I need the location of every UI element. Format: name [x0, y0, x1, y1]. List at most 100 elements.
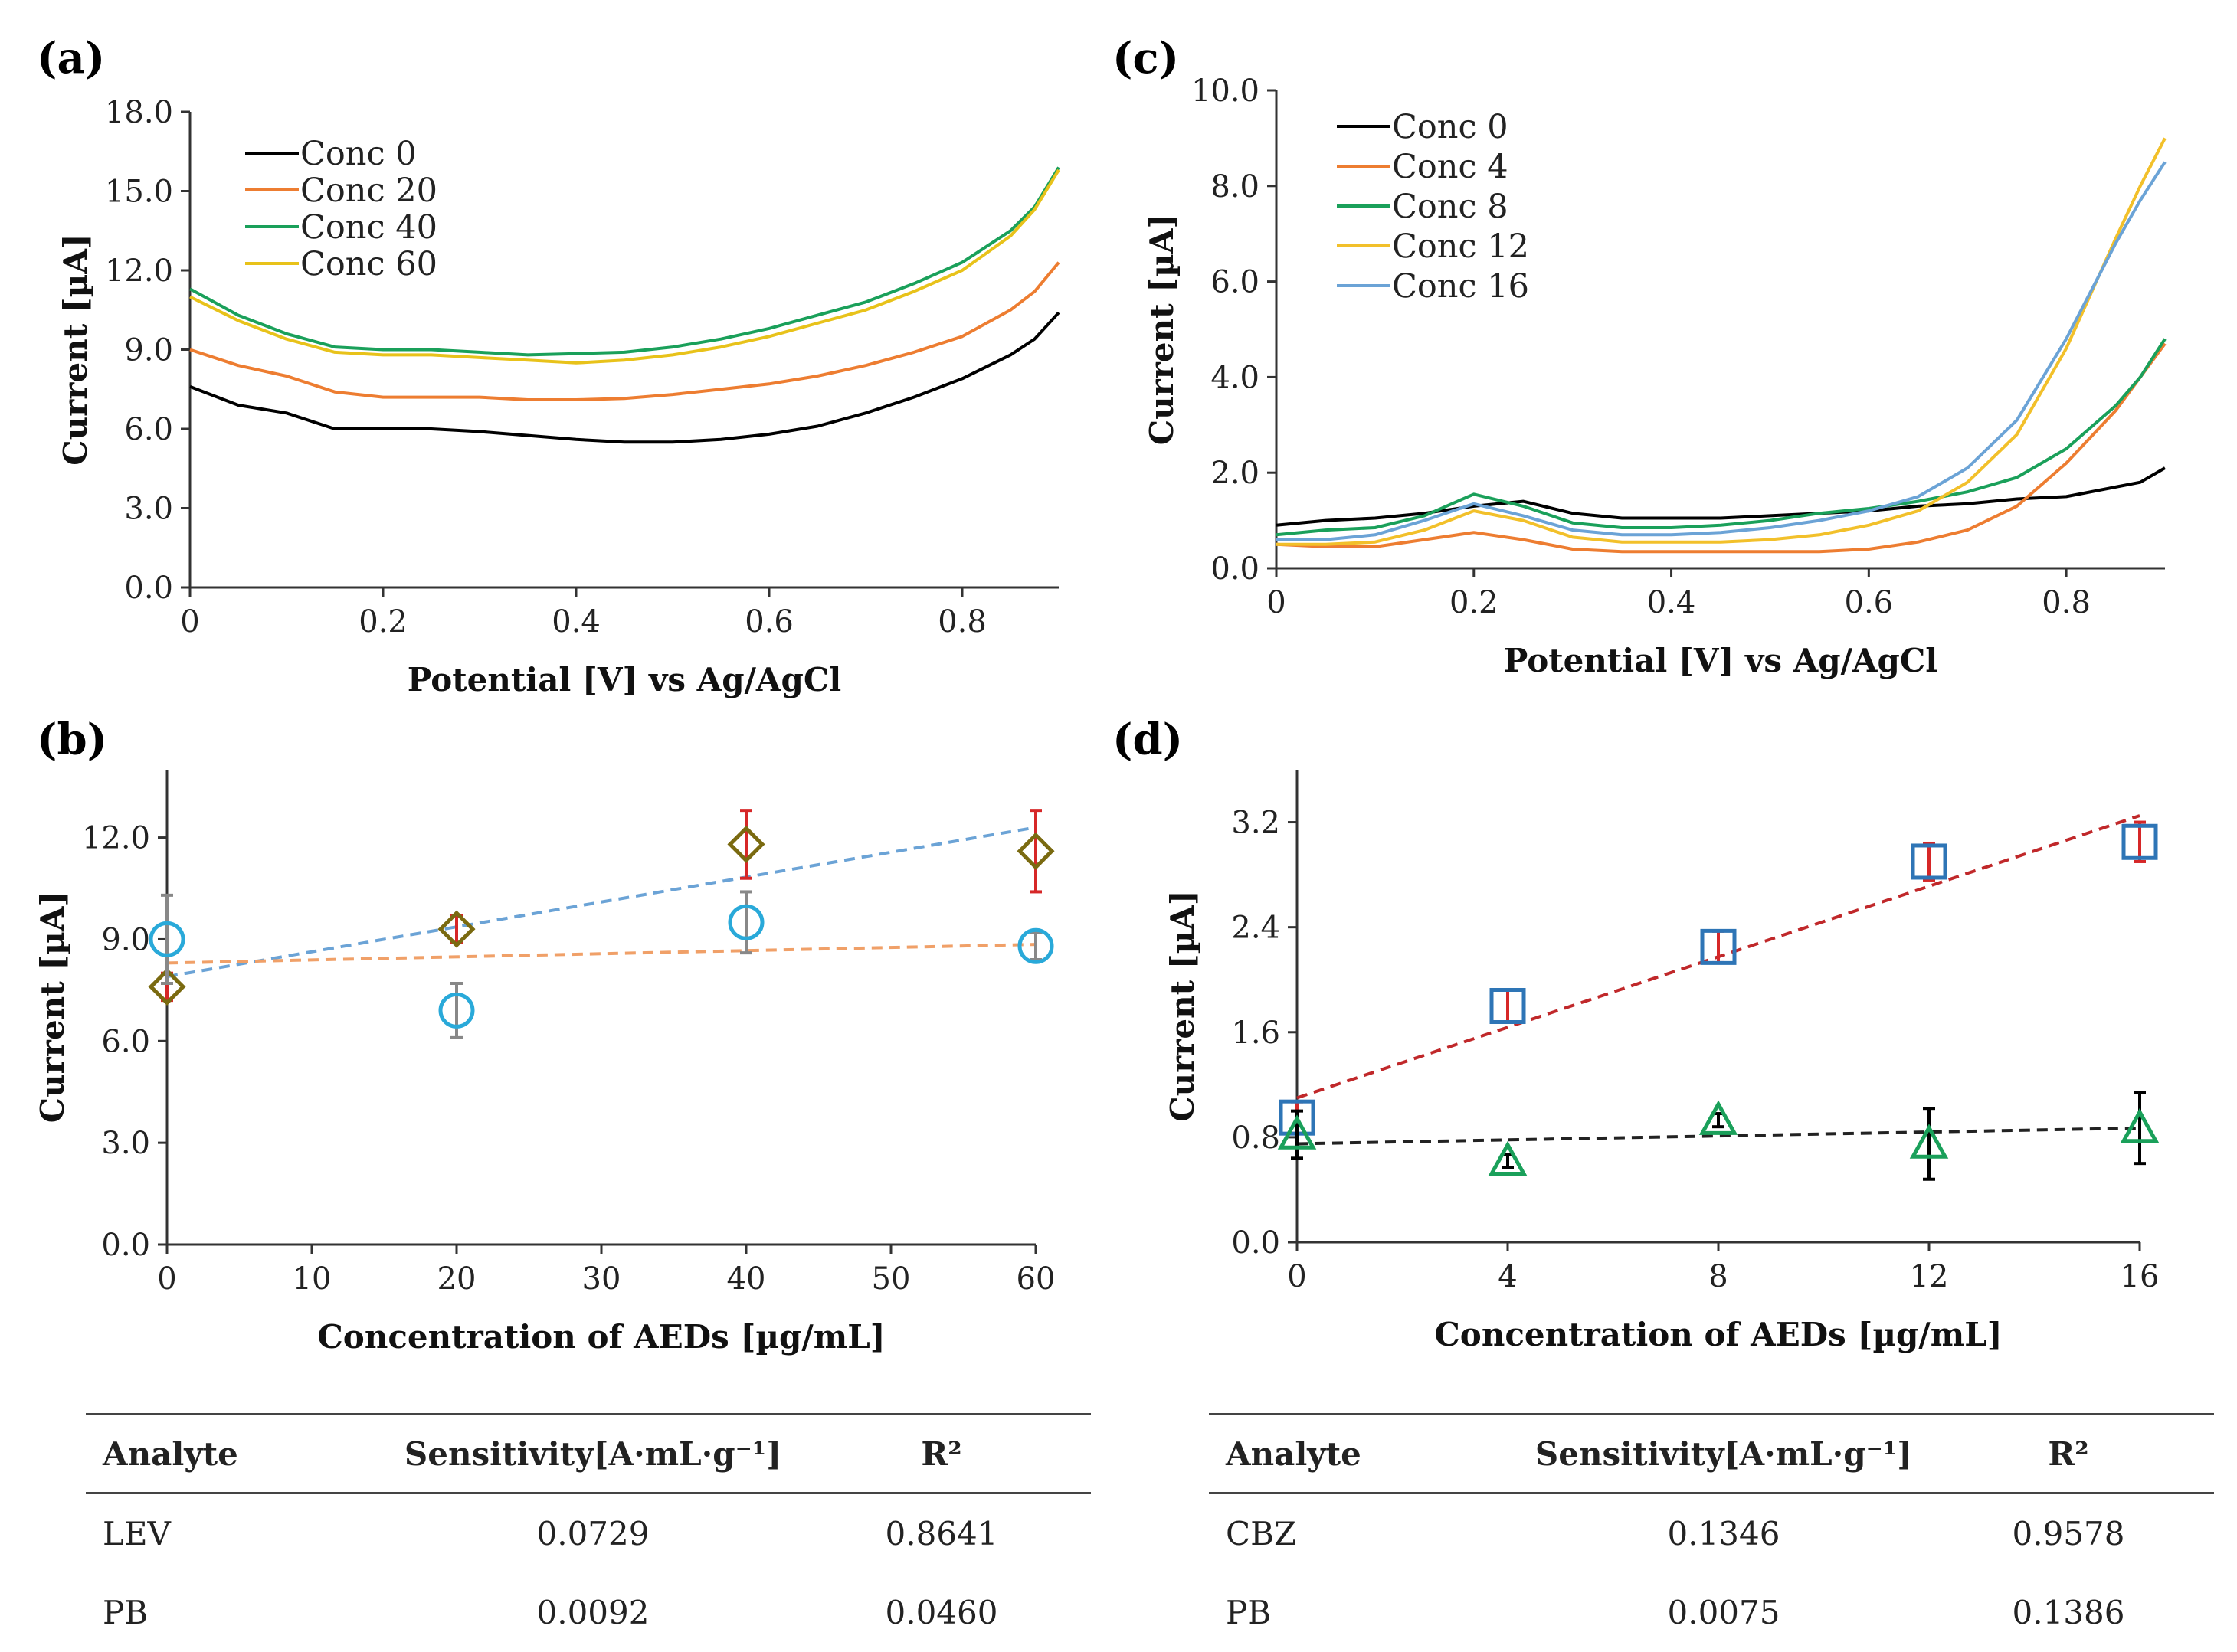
cell-analyte: LEV	[103, 1515, 171, 1552]
series-line-conc-0	[1276, 466, 2167, 527]
y-tick-label: 9.0	[101, 922, 150, 957]
cell-analyte: CBZ	[1226, 1515, 1297, 1552]
legend-label: Conc 0	[1392, 108, 1508, 146]
cell-sensitivity: 0.0075	[1667, 1594, 1780, 1631]
legend-label: Conc 40	[300, 208, 437, 247]
x-tick-label: 0.8	[938, 604, 987, 640]
data-point-lev	[148, 967, 186, 1006]
data-point-pb	[1017, 927, 1054, 964]
y-tick-label: 6.0	[124, 412, 173, 447]
cell-analyte: PB	[1226, 1594, 1272, 1631]
sensitivity-table-left: Analyte Sensitivity[A·mL·g⁻¹] R² LEV 0.0…	[86, 1413, 1091, 1652]
series-line-conc-0	[189, 311, 1060, 444]
x-tick-label: 0	[180, 604, 199, 640]
x-tick-label: 0.2	[359, 604, 408, 640]
data-point-pb	[1909, 1124, 1949, 1159]
panel-label-a: (a)	[37, 33, 105, 83]
col-analyte: Analyte	[1209, 1413, 1525, 1494]
y-axis-label: Current [µA]	[34, 891, 71, 1124]
x-tick-label: 20	[437, 1261, 477, 1297]
data-point-lev	[437, 910, 476, 948]
cell-sensitivity: 0.1346	[1667, 1515, 1780, 1552]
data-point-cbz	[1911, 843, 1947, 880]
x-tick-label: 0	[1287, 1259, 1306, 1294]
fit-line-pb	[166, 943, 1037, 965]
y-tick-label: 0.0	[1231, 1225, 1280, 1261]
y-tick-label: 9.0	[124, 333, 173, 368]
x-tick-label: 0	[1266, 585, 1286, 620]
x-tick-label: 16	[2121, 1259, 2160, 1294]
series-line-conc-60	[189, 168, 1060, 365]
y-tick-label: 4.0	[1210, 360, 1259, 395]
legend-label: Conc 4	[1392, 148, 1508, 186]
y-tick-label: 15.0	[105, 175, 173, 210]
chart-b: 0.0 3.0 6.0 9.0 12.0 0 10 20 30 40 50 60 Concentrati…	[34, 770, 1055, 1356]
x-tick-label: 12	[1910, 1259, 1949, 1294]
data-point-lev	[1017, 832, 1055, 870]
series-line-conc-20	[189, 261, 1060, 401]
panel-label-c: (c)	[1112, 33, 1179, 83]
x-tick-label: 0	[157, 1261, 176, 1297]
y-tick-label: 10.0	[1191, 74, 1259, 109]
y-tick-label: 0.0	[1210, 551, 1259, 587]
y-tick-label: 1.6	[1231, 1016, 1280, 1051]
col-sensitivity: Sensitivity[A·mL·g⁻¹]	[394, 1413, 792, 1494]
panel-label-b: (b)	[37, 715, 107, 765]
col-r2: R²	[1923, 1413, 2214, 1494]
y-tick-label: 3.0	[124, 492, 173, 527]
x-tick-label: 0.6	[1845, 585, 1894, 620]
x-tick-label: 60	[1017, 1261, 1056, 1297]
legend-label: Conc 12	[1392, 227, 1529, 266]
table-header-row: Analyte Sensitivity[A·mL·g⁻¹] R²	[1209, 1413, 2214, 1494]
legend-label: Conc 60	[300, 245, 437, 283]
y-tick-label: 6.0	[1210, 265, 1259, 300]
legend-label: Conc 0	[300, 135, 417, 173]
y-axis-label: Current [µA]	[1143, 214, 1181, 446]
y-tick-label: 0.0	[124, 571, 173, 606]
x-tick-label: 0.8	[2042, 585, 2091, 620]
chart-c: 0.0 2.0 4.0 6.0 8.0 10.0 0 0.2 0.4 0.6 0.8 Potentia…	[1143, 74, 2167, 679]
sensitivity-table-right: Analyte Sensitivity[A·mL·g⁻¹] R² CBZ 0.1…	[1209, 1413, 2214, 1652]
y-tick-label: 12.0	[82, 821, 150, 856]
table-row: CBZ 0.1346 0.9578	[1209, 1493, 2214, 1574]
data-point-pb	[149, 921, 185, 957]
data-point-pb	[1277, 1114, 1317, 1150]
y-tick-label: 18.0	[105, 95, 173, 130]
y-tick-label: 3.0	[101, 1126, 150, 1161]
legend-label: Conc 20	[300, 172, 437, 210]
x-tick-label: 30	[582, 1261, 621, 1297]
cell-sensitivity: 0.0729	[536, 1515, 650, 1552]
legend-label: Conc 8	[1392, 188, 1508, 226]
x-tick-label: 0.4	[1647, 585, 1696, 620]
cell-analyte: PB	[103, 1594, 149, 1631]
col-analyte: Analyte	[86, 1413, 394, 1494]
y-tick-label: 3.2	[1231, 806, 1280, 841]
x-axis-label: Potential [V] vs Ag/AgCl	[408, 661, 842, 698]
col-sensitivity: Sensitivity[A·mL·g⁻¹]	[1525, 1413, 1923, 1494]
cell-r2: 0.9578	[2012, 1515, 2125, 1552]
series-line-conc-8	[1276, 338, 2167, 537]
fit-line-lev	[166, 826, 1037, 979]
data-point-cbz	[1489, 988, 1526, 1024]
cell-r2: 0.1386	[2012, 1594, 2125, 1631]
series-line-conc-40	[189, 166, 1060, 357]
x-tick-label: 8	[1708, 1259, 1728, 1294]
legend-label: Conc 16	[1392, 267, 1529, 306]
y-axis-label: Current [µA]	[1164, 890, 1201, 1122]
series-line-conc-16	[1276, 161, 2167, 541]
x-axis-label: Concentration of AEDs [µg/mL]	[317, 1318, 885, 1356]
data-point-pb	[1698, 1100, 1738, 1135]
series-line-conc-12	[1276, 137, 2167, 546]
data-point-cbz	[2121, 823, 2158, 860]
data-point-cbz	[1700, 928, 1737, 965]
table-header-row: Analyte Sensitivity[A·mL·g⁻¹] R²	[86, 1413, 1091, 1494]
y-tick-label: 2.0	[1210, 456, 1259, 491]
x-tick-label: 0.4	[552, 604, 601, 640]
x-tick-label: 40	[727, 1261, 766, 1297]
y-tick-label: 2.4	[1231, 911, 1280, 946]
table-row: PB 0.0092 0.0460	[86, 1573, 1091, 1652]
y-tick-label: 0.0	[101, 1228, 150, 1263]
cell-r2: 0.8641	[885, 1515, 998, 1552]
x-tick-label: 10	[293, 1261, 332, 1297]
